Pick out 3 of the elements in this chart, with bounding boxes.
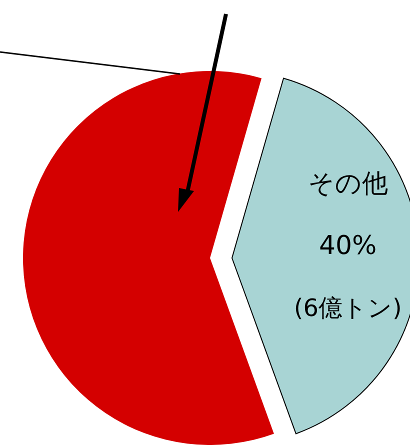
- text: (6億トン): [294, 294, 402, 322]
- slice-label: その他: [308, 168, 388, 199]
- data-label: 40%: [318, 230, 377, 261]
